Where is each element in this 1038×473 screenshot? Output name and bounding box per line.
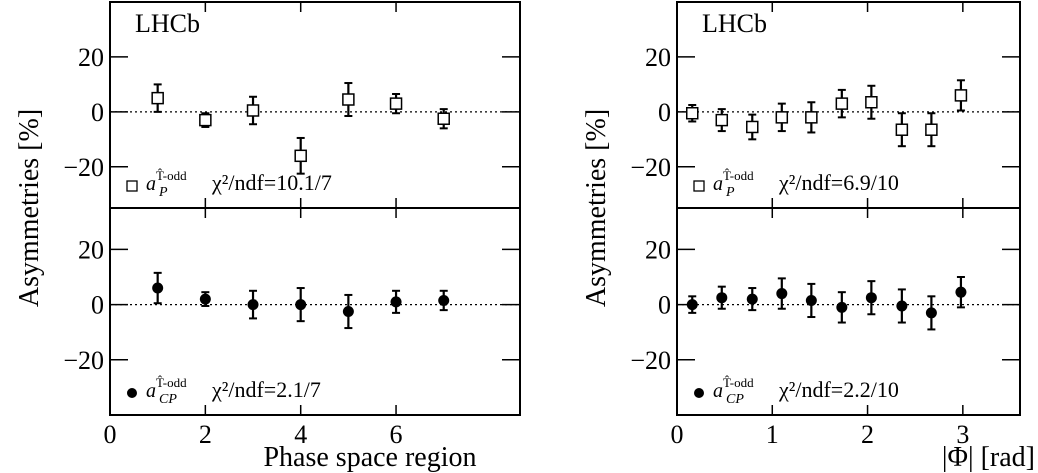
legend-superscript: T̂-odd — [156, 168, 187, 183]
marker — [925, 307, 937, 319]
x-tick-label: 2 — [199, 420, 212, 449]
x-tick-label: 0 — [671, 420, 684, 449]
marker — [437, 112, 450, 125]
y-tick-label: 20 — [645, 43, 671, 72]
y-tick-label: 0 — [658, 291, 671, 320]
marker — [805, 294, 817, 306]
marker — [390, 296, 402, 308]
marker — [389, 97, 403, 110]
marker — [865, 292, 877, 304]
marker — [925, 123, 938, 136]
x-tick-label: 1 — [766, 420, 779, 449]
experiment-label: LHCb — [702, 9, 767, 38]
marker — [836, 301, 848, 313]
y-tick-label: 0 — [91, 98, 104, 127]
marker — [865, 96, 878, 109]
x-tick-label: 6 — [390, 420, 403, 449]
legend-superscript: T̂-odd — [156, 375, 187, 390]
marker — [715, 113, 729, 127]
legend-marker — [694, 388, 704, 398]
marker — [835, 97, 849, 110]
marker — [295, 299, 307, 311]
y-tick-label: 20 — [78, 43, 104, 72]
marker — [716, 292, 728, 304]
legend-label: aT̂-odd — [713, 375, 754, 402]
marker — [342, 306, 354, 317]
legend-name: a — [146, 380, 156, 402]
legend-superscript: T̂-odd — [723, 375, 754, 390]
marker — [776, 288, 788, 300]
legend-name: a — [146, 173, 156, 195]
y-tick-label: 0 — [91, 291, 104, 320]
marker — [686, 299, 698, 311]
y-axis-title: Asymmetries [%] — [581, 109, 612, 307]
x-axis-title: |Φ| [rad] — [942, 442, 1035, 473]
legend-label: aT̂-odd — [713, 168, 754, 195]
fit-label: χ²/ndf=2.1/7 — [211, 377, 321, 402]
fit-label: χ²/ndf=2.2/10 — [778, 377, 899, 402]
legend-superscript: T̂-odd — [723, 168, 754, 183]
legend-marker — [693, 180, 705, 192]
y-tick-label: −20 — [630, 346, 671, 375]
marker — [342, 93, 355, 106]
marker — [896, 300, 908, 312]
marker — [294, 149, 307, 163]
y-tick-label: 0 — [658, 98, 671, 127]
y-tick-label: 20 — [645, 235, 671, 264]
panel-frame — [676, 207, 1021, 416]
marker — [805, 111, 818, 124]
legend-subscript: P — [158, 185, 168, 200]
y-tick-label: −20 — [630, 153, 671, 182]
marker — [151, 91, 164, 105]
marker — [246, 104, 260, 117]
y-tick-label: −20 — [63, 346, 104, 375]
fit-label: χ²/ndf=6.9/10 — [778, 170, 899, 195]
legend-subscript: CP — [159, 392, 177, 407]
y-axis-title: Asymmetries [%] — [14, 109, 45, 307]
marker — [954, 89, 968, 102]
marker — [247, 299, 259, 311]
legend-marker — [126, 180, 138, 192]
legend-name: a — [713, 380, 723, 402]
x-tick-label: 3 — [956, 420, 969, 449]
fit-label: χ²/ndf=10.1/7 — [211, 170, 332, 195]
marker — [775, 111, 789, 124]
marker — [685, 106, 699, 120]
marker — [199, 113, 212, 127]
y-tick-label: −20 — [63, 153, 104, 182]
x-tick-label: 0 — [104, 420, 117, 449]
x-axis-title: Phase space region — [263, 442, 476, 473]
marker — [438, 294, 450, 306]
legend-subscript: P — [725, 185, 735, 200]
x-tick-label: 2 — [861, 420, 874, 449]
legend-label: aT̂-odd — [146, 168, 187, 195]
experiment-label: LHCb — [135, 9, 200, 38]
marker — [955, 286, 967, 298]
x-tick-label: 4 — [294, 420, 307, 449]
marker — [199, 293, 211, 305]
marker — [746, 120, 759, 134]
legend-label: aT̂-odd — [146, 375, 187, 402]
marker — [746, 293, 758, 305]
legend-marker — [127, 388, 137, 398]
y-tick-label: 20 — [78, 235, 104, 264]
legend-name: a — [713, 173, 723, 195]
marker — [152, 282, 164, 294]
panel-frame — [109, 207, 521, 416]
legend-subscript: CP — [726, 392, 744, 407]
marker — [895, 123, 909, 136]
